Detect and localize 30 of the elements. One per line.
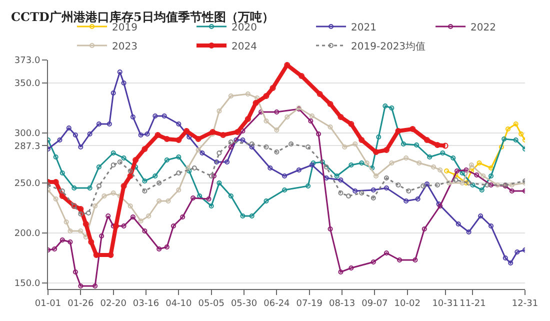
x-tick-label: 09-07	[362, 298, 388, 309]
x-tick-label: 07-19	[296, 298, 323, 309]
x-tick-label: 10-02	[394, 298, 420, 309]
legend-label: 2021	[351, 22, 376, 34]
legend-label: 2024	[232, 41, 257, 52]
legend-label: 2022	[470, 22, 496, 34]
legend-label: 2023	[112, 41, 138, 52]
x-tick-label: 12-31	[512, 298, 538, 309]
y-tick-label: 150.0	[14, 279, 40, 290]
y-tick-label: 250.0	[14, 179, 40, 190]
x-tick-label: 05-05	[198, 298, 224, 309]
y-tick-label: 373.0	[14, 56, 40, 66]
x-tick-label: 10-31	[432, 298, 458, 309]
x-tick-label: 05-30	[230, 298, 258, 309]
legend-label: 2019	[112, 22, 138, 34]
y-tick-label: 287.3	[14, 142, 40, 152]
y-tick-label: 350.0	[14, 79, 40, 90]
x-tick-label: 02-20	[100, 298, 127, 309]
x-tick-label: 04-10	[166, 298, 192, 309]
legend-label: 2020	[232, 22, 257, 34]
legend-label: 2019-2023均值	[351, 40, 426, 52]
x-tick-label: 11-21	[460, 298, 486, 309]
x-tick-label: 08-13	[328, 298, 356, 309]
x-tick-label: 06-24	[264, 298, 290, 309]
y-tick-label: 200.0	[14, 229, 40, 240]
chart-title: CCTD广州港港口库存5日均值季节性图（万吨）	[11, 10, 274, 24]
y-tick-label: 300.0	[14, 129, 40, 140]
x-tick-label: 01-01	[34, 298, 62, 309]
x-tick-label: 01-26	[68, 298, 94, 309]
x-tick-label: 03-16	[132, 298, 160, 309]
